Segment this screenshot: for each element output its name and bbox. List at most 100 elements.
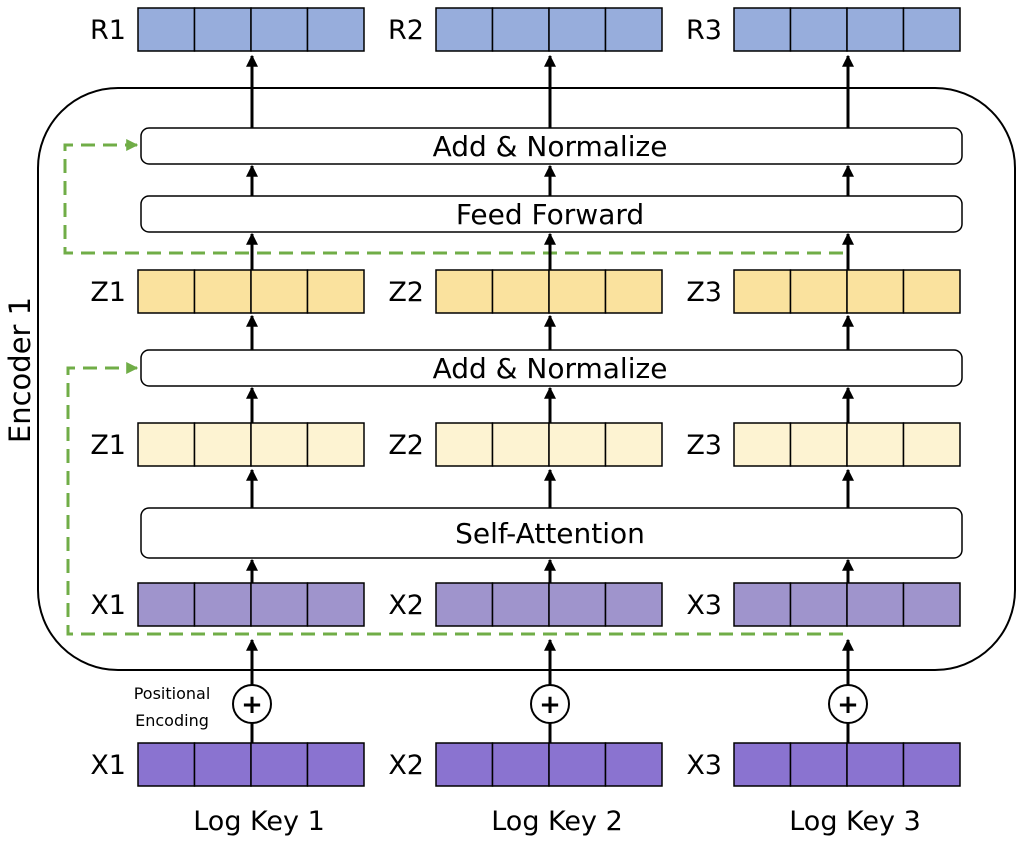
vector-cell — [306, 742, 365, 787]
vector-cell — [604, 582, 663, 627]
vector-cell — [846, 422, 905, 467]
vector-cell — [604, 269, 663, 314]
vector-cell — [435, 422, 494, 467]
log-key-label-2: Log Key 2 — [491, 806, 623, 837]
output-vector-3 — [733, 7, 961, 52]
hidden-input-label-3: X3 — [686, 590, 722, 621]
vector-cell — [733, 422, 792, 467]
positional-encoding-label-line1: Positional — [134, 684, 211, 703]
ffn-vector-vector-2 — [435, 269, 663, 314]
vector-cell — [902, 269, 961, 314]
vector-cell — [846, 269, 905, 314]
vector-cell — [548, 582, 607, 627]
input-vector-1 — [137, 742, 365, 787]
vector-cell — [193, 422, 252, 467]
token-columns: R1 Z1 Z1 X1 X1 Log Key 1 + R2 Z2 Z2 X2 X2 Log Key 2 +… — [90, 7, 961, 837]
vector-cell — [250, 269, 309, 314]
input-label-2: X2 — [388, 750, 424, 781]
vector-cell — [435, 7, 494, 52]
ffn-vector-vector-3 — [733, 269, 961, 314]
attn-vector-vector-3 — [733, 422, 961, 467]
vector-cell — [250, 742, 309, 787]
vector-cell — [846, 7, 905, 52]
vector-cell — [491, 422, 550, 467]
vector-cell — [306, 422, 365, 467]
attn-vector-vector-2 — [435, 422, 663, 467]
output-label-3: R3 — [686, 15, 722, 46]
vector-cell — [548, 7, 607, 52]
positional-encoding-add-icon-1: + — [232, 684, 272, 724]
add-normalize-top-label: Add & Normalize — [433, 130, 668, 163]
vector-cell — [789, 422, 848, 467]
attn-vector-label-2: Z2 — [388, 430, 424, 461]
output-vector-2 — [435, 7, 663, 52]
residual-connection-bottom — [66, 362, 843, 636]
log-key-label-1: Log Key 1 — [193, 806, 325, 837]
vector-cell — [306, 269, 365, 314]
vector-cell — [733, 742, 792, 787]
vector-cell — [250, 7, 309, 52]
hidden-input-vector-2 — [435, 582, 663, 627]
vector-cell — [491, 582, 550, 627]
input-label-1: X1 — [90, 750, 126, 781]
attn-vector-label-3: Z3 — [686, 430, 722, 461]
positional-encoding-label-line2: Encoding — [135, 711, 209, 730]
log-key-label-3: Log Key 3 — [789, 806, 921, 837]
vector-cell — [137, 269, 196, 314]
svg-text:+: + — [539, 690, 561, 720]
vector-cell — [193, 582, 252, 627]
vector-cell — [250, 422, 309, 467]
vector-cell — [137, 582, 196, 627]
vector-cell — [306, 7, 365, 52]
vector-cell — [604, 422, 663, 467]
vector-cell — [789, 582, 848, 627]
svg-text:+: + — [837, 690, 859, 720]
ffn-vector-label-1: Z1 — [90, 277, 126, 308]
attn-vector-vector-1 — [137, 422, 365, 467]
positional-encoding-add-icon-2: + — [530, 684, 570, 724]
feed-forward-label: Feed Forward — [456, 198, 644, 231]
encoder-label: Encoder 1 — [3, 297, 37, 443]
vector-cell — [733, 7, 792, 52]
vector-cell — [137, 422, 196, 467]
vector-cell — [604, 7, 663, 52]
vector-cell — [846, 742, 905, 787]
hidden-input-vector-3 — [733, 582, 961, 627]
vector-cell — [193, 742, 252, 787]
vector-cell — [604, 742, 663, 787]
vector-cell — [902, 7, 961, 52]
vector-cell — [306, 582, 365, 627]
vector-cell — [193, 269, 252, 314]
vector-cell — [548, 422, 607, 467]
vector-cell — [733, 269, 792, 314]
vector-cell — [137, 742, 196, 787]
vector-cell — [548, 742, 607, 787]
vector-cell — [789, 742, 848, 787]
ffn-vector-vector-1 — [137, 269, 365, 314]
ffn-vector-label-2: Z2 — [388, 277, 424, 308]
input-label-3: X3 — [686, 750, 722, 781]
vector-cell — [902, 422, 961, 467]
vector-cell — [491, 7, 550, 52]
attn-vector-label-1: Z1 — [90, 430, 126, 461]
vector-cell — [491, 269, 550, 314]
vector-cell — [733, 582, 792, 627]
ffn-vector-label-3: Z3 — [686, 277, 722, 308]
encoder-block — [37, 87, 1016, 671]
vector-cell — [789, 269, 848, 314]
vector-cell — [491, 742, 550, 787]
add-normalize-bottom-label: Add & Normalize — [433, 352, 668, 385]
vector-cell — [435, 582, 494, 627]
vector-cell — [902, 742, 961, 787]
hidden-input-vector-1 — [137, 582, 365, 627]
positional-encoding-add-icon-3: + — [828, 684, 868, 724]
output-vector-1 — [137, 7, 365, 52]
output-label-1: R1 — [90, 15, 126, 46]
vector-cell — [846, 582, 905, 627]
input-vector-2 — [435, 742, 663, 787]
vector-cell — [193, 7, 252, 52]
vector-cell — [250, 582, 309, 627]
vector-cell — [435, 269, 494, 314]
svg-text:+: + — [241, 690, 263, 720]
